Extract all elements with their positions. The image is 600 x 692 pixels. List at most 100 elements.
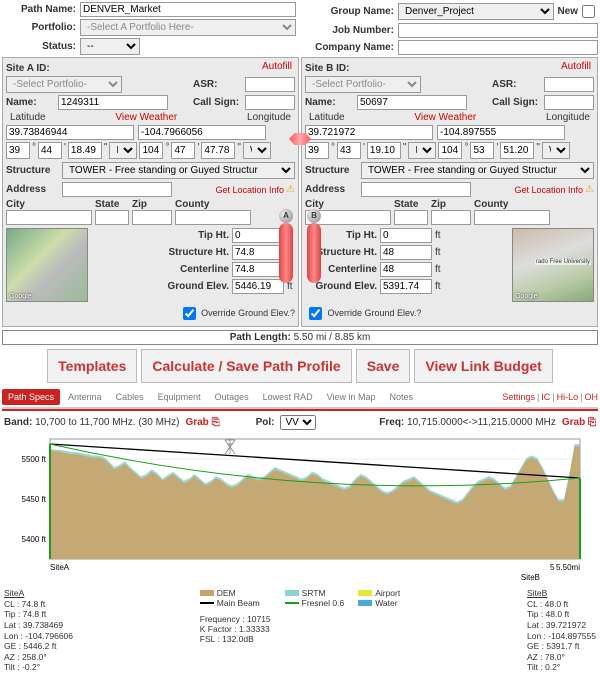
dms-b-d5[interactable] [470,142,494,159]
new-checkbox[interactable] [582,5,595,18]
site-a-portfolio[interactable]: -Select Portfolio- [6,76,122,93]
calculate-button[interactable]: Calculate / Save Path Profile [141,349,351,383]
asr-b-input[interactable] [544,77,594,92]
override-a-label: Override Ground Elev.? [201,308,295,318]
addr-b-input[interactable] [361,182,471,197]
sht-b-input[interactable] [380,245,432,260]
warn-a-icon: ⚠ [286,184,295,195]
job-input[interactable] [398,23,598,38]
tab-notes[interactable]: Notes [384,389,420,405]
action-buttons: Templates Calculate / Save Path Profile … [2,349,598,383]
group-label: Group Name: [304,6,394,17]
view-weather-b[interactable]: View Weather [414,112,476,123]
map-b-thumb[interactable]: rado Free University [512,228,594,302]
path-length-bar: Path Length: 5.50 mi / 8.85 km [2,330,598,345]
grab-freq[interactable]: Grab [562,417,596,428]
sht-a-input[interactable] [232,245,284,260]
tower-b-icon [307,223,321,283]
name-b-input[interactable] [357,95,467,110]
templates-button[interactable]: Templates [47,349,137,383]
zip-a-input[interactable] [132,210,172,225]
tab-path-specs[interactable]: Path Specs [2,389,60,405]
sites-container: Autofill Site A ID: -Select Portfolio- A… [2,57,598,327]
svg-text:5450 ft: 5450 ft [22,495,47,504]
site-b-portfolio[interactable]: -Select Portfolio- [305,76,421,93]
ctr-b-input[interactable] [380,262,432,277]
ctr-a-input[interactable] [232,262,284,277]
dms-b-d4[interactable] [438,142,462,159]
struct-a-label: Structure [6,165,62,176]
tip-a-input[interactable] [232,228,284,243]
name-a-input[interactable] [58,95,168,110]
site-a-title: Site A ID: [6,63,58,74]
dms-a-d4[interactable] [139,142,163,159]
dms-a-ew[interactable]: W [243,142,271,159]
ge-a-input[interactable] [232,279,284,294]
oh-link[interactable]: OH [585,392,599,402]
asr-a-input[interactable] [245,77,295,92]
status-select[interactable]: -- [80,38,140,55]
dms-a-d5[interactable] [171,142,195,159]
tip-b-input[interactable] [380,228,432,243]
portfolio-select[interactable]: -Select A Portfolio Here- [80,19,296,36]
site-b-info: SiteB CL : 48.0 ftTip : 48.0 ftLat : 39.… [527,588,596,673]
dms-b-d3[interactable] [367,142,401,159]
dms-b-ew[interactable]: W [542,142,570,159]
svg-text:5.50mi: 5.50mi [556,563,580,572]
addr-a-input[interactable] [62,182,172,197]
dms-a-d1[interactable] [6,142,30,159]
override-a-check[interactable] [183,307,196,320]
svg-text:SiteB: SiteB [521,573,540,582]
county-b-label: County [474,199,550,210]
struct-b-select[interactable]: TOWER - Free standing or Guyed Structur [361,162,594,179]
zip-b-input[interactable] [431,210,471,225]
lon-b-input[interactable] [437,125,565,140]
company-input[interactable] [398,40,598,55]
county-b-input[interactable] [474,210,550,225]
loc-a-link[interactable]: Get Location Info [215,185,284,195]
dms-b-d2[interactable] [337,142,361,159]
callsign-b-input[interactable] [544,95,594,110]
tab-view-map[interactable]: View in Map [321,389,382,405]
ic-link[interactable]: IC [541,392,550,402]
state-a-input[interactable] [95,210,129,225]
sht-a-label: Structure Ht. [157,247,229,258]
path-name-input[interactable] [80,2,296,17]
dms-a-ns[interactable]: N [109,142,137,159]
override-b-check[interactable] [309,307,322,320]
map-a-thumb[interactable] [6,228,88,302]
save-button[interactable]: Save [356,349,411,383]
tab-cables[interactable]: Cables [110,389,150,405]
callsign-a-input[interactable] [245,95,295,110]
autofill-b-link[interactable]: Autofill [561,61,591,72]
job-label: Job Number: [304,25,394,36]
lat-b-input[interactable] [305,125,433,140]
ge-b-input[interactable] [380,279,432,294]
group-select[interactable]: Denver_Project [398,3,554,20]
dms-b-ns[interactable]: N [408,142,436,159]
struct-a-select[interactable]: TOWER - Free standing or Guyed Structur [62,162,295,179]
lon-a-input[interactable] [138,125,266,140]
county-a-input[interactable] [175,210,251,225]
dms-b-d6[interactable] [500,142,534,159]
autofill-a-link[interactable]: Autofill [262,61,292,72]
tab-outages[interactable]: Outages [209,389,255,405]
settings-link[interactable]: Settings [502,392,535,402]
view-weather-a[interactable]: View Weather [115,112,177,123]
tab-lowest-rad[interactable]: Lowest RAD [257,389,319,405]
tab-equipment[interactable]: Equipment [152,389,207,405]
warn-b-icon: ⚠ [585,184,594,195]
pol-select[interactable]: VV [280,415,316,430]
hilo-link[interactable]: Hi-Lo [557,392,579,402]
state-b-input[interactable] [394,210,428,225]
lat-a-input[interactable] [6,125,134,140]
tab-antenna[interactable]: Antenna [62,389,108,405]
grab-band[interactable]: Grab [185,417,219,428]
dms-a-d6[interactable] [201,142,235,159]
loc-b-link[interactable]: Get Location Info [514,185,583,195]
dms-a-d2[interactable] [38,142,62,159]
view-link-budget-button[interactable]: View Link Budget [414,349,552,383]
profile-chart: 5500 ft 5450 ft 5400 ft SiteA 5 5.50mi S… [4,434,596,584]
city-a-input[interactable] [6,210,92,225]
dms-a-d3[interactable] [68,142,102,159]
